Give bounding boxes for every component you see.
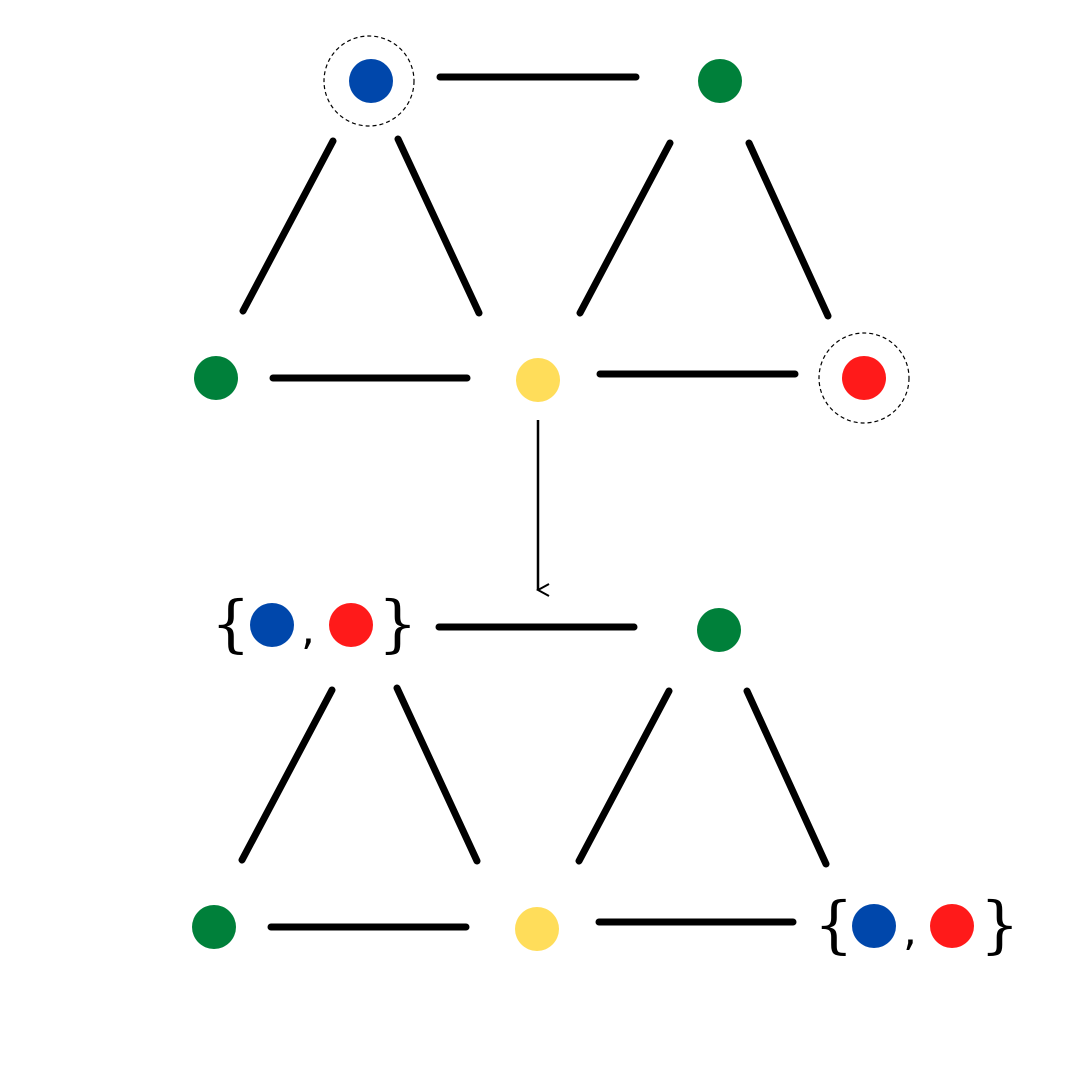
bottom-graph: { , } { , } (192, 587, 1019, 961)
top-edge-rightapex-middle (576, 139, 674, 317)
bottom-edge-rightapex-bottomright (743, 687, 830, 868)
set-color-red (329, 603, 373, 647)
bottom-edge-leftapex-middle (393, 684, 481, 865)
set-open-brace: { (814, 888, 853, 961)
bottom-edge-leftapex-bottomleft (238, 686, 336, 864)
node-bottom-middle (515, 907, 559, 951)
top-edge-rightapex-bottomright (745, 139, 832, 320)
set-close-brace: } (378, 587, 417, 660)
set-separator: , (301, 604, 315, 655)
set-separator: , (903, 905, 917, 956)
highlight-ring (323, 35, 415, 127)
set-open-brace: { (211, 587, 250, 660)
color-set-bottom-right: { , } (814, 888, 1019, 961)
top-edge-leftapex-middle (394, 135, 483, 317)
top-graph (194, 35, 910, 424)
node-bottom-left (192, 905, 236, 949)
set-close-brace: } (980, 888, 1019, 961)
highlight-ring (818, 332, 910, 424)
node-bottom-left (194, 356, 238, 400)
node-bottom-middle (516, 358, 560, 402)
top-edge-leftapex-bottomleft (239, 137, 337, 315)
color-set-top-left: { , } (211, 587, 417, 660)
set-color-blue (852, 904, 896, 948)
set-color-red (930, 904, 974, 948)
bottom-edge-rightapex-middle (575, 687, 673, 865)
node-top-right-apex (697, 608, 741, 652)
node-top-right-apex (698, 59, 742, 103)
node-bottom-right (842, 356, 886, 400)
node-top-left-apex (349, 59, 393, 103)
set-color-blue (250, 603, 294, 647)
